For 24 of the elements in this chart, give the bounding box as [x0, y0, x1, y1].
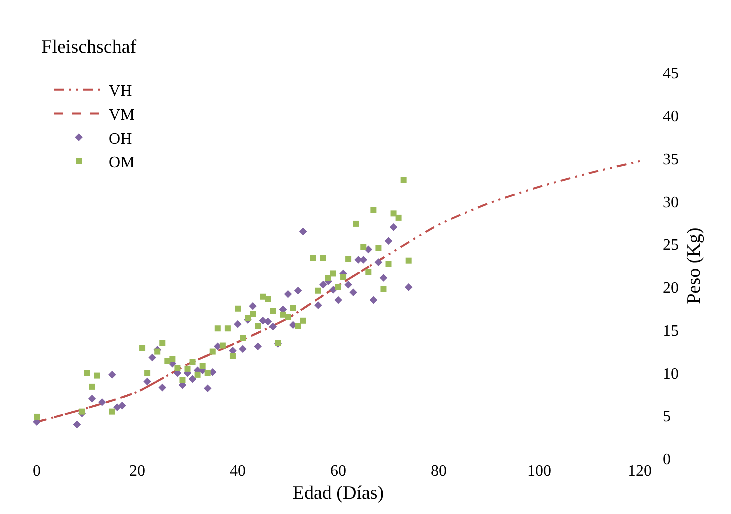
- y-tick-label: 35: [663, 151, 679, 168]
- x-axis-title: Edad (Días): [292, 482, 384, 504]
- y-tick-label: 15: [663, 322, 679, 340]
- legend-label: VM: [109, 106, 135, 124]
- y-tick-label: 40: [663, 108, 679, 126]
- x-tick-label: 100: [528, 463, 552, 480]
- y-tick-label: 5: [663, 408, 671, 426]
- y-axis-title: Peso (Kg): [684, 228, 705, 304]
- y-tick-label: 45: [663, 66, 679, 83]
- x-tick-label: 120: [628, 463, 652, 480]
- y-tick-label: 25: [663, 237, 679, 254]
- legend-label: OH: [109, 130, 133, 148]
- x-tick-label: 0: [33, 463, 41, 480]
- y-tick-label: 0: [663, 452, 671, 469]
- y-tick-label: 10: [663, 366, 679, 383]
- y-tick-label: 20: [663, 280, 679, 298]
- x-tick-label: 20: [130, 463, 146, 480]
- x-tick-label: 60: [330, 463, 346, 480]
- legend-label: VH: [109, 83, 133, 100]
- x-tick-label: 80: [431, 463, 447, 480]
- legend-label: OM: [109, 154, 135, 172]
- chart-title: Fleischschaf: [42, 36, 138, 58]
- x-tick-label: 40: [230, 463, 246, 480]
- y-tick-label: 30: [663, 194, 679, 212]
